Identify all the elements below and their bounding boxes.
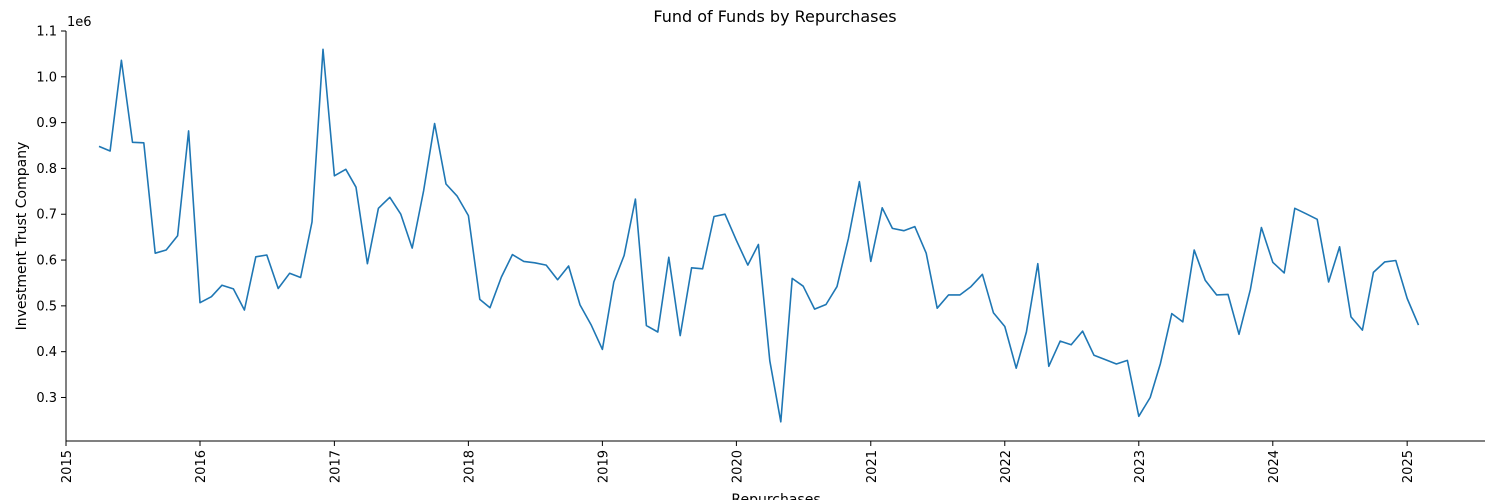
x-tick-label: 2024 bbox=[1267, 450, 1282, 483]
y-tick-label: 1.1 bbox=[36, 25, 57, 40]
x-tick-label: 2016 bbox=[194, 450, 209, 483]
x-tick-label: 2017 bbox=[328, 450, 343, 483]
y-tick-label: 1.0 bbox=[36, 70, 57, 85]
y-tick-label: 0.9 bbox=[36, 116, 57, 131]
y-tick-label: 0.4 bbox=[36, 345, 57, 360]
x-tick-label: 2020 bbox=[730, 450, 745, 483]
y-offset-label: 1e6 bbox=[67, 15, 92, 30]
y-tick-label: 0.3 bbox=[36, 391, 57, 406]
y-tick-label: 0.8 bbox=[36, 162, 57, 177]
x-tick-label: 2023 bbox=[1133, 450, 1148, 483]
y-tick-label: 0.5 bbox=[36, 299, 57, 314]
x-tick-label: 2025 bbox=[1401, 450, 1416, 483]
y-tick-label: 0.7 bbox=[36, 208, 57, 223]
x-tick-label: 2022 bbox=[999, 450, 1014, 483]
y-axis-label: Investment Trust Company bbox=[14, 142, 30, 331]
y-axis-ticks: 0.3 0.4 0.5 0.6 0.7 0.8 0.9 1.0 1.1 bbox=[36, 25, 66, 406]
y-tick-label: 0.6 bbox=[36, 254, 57, 269]
x-tick-label: 2019 bbox=[596, 450, 611, 483]
x-axis-label: Repurchases bbox=[731, 492, 820, 500]
x-tick-label: 2018 bbox=[462, 450, 477, 483]
plot-area bbox=[98, 48, 1420, 423]
series-line bbox=[98, 48, 1420, 423]
x-tick-label: 2021 bbox=[865, 450, 880, 483]
chart-title: Fund of Funds by Repurchases bbox=[653, 7, 896, 26]
x-axis-ticks: 2015 2016 2017 2018 2019 2020 2021 2022 2023 2024… bbox=[60, 441, 1416, 483]
x-tick-label: 2015 bbox=[60, 450, 75, 483]
